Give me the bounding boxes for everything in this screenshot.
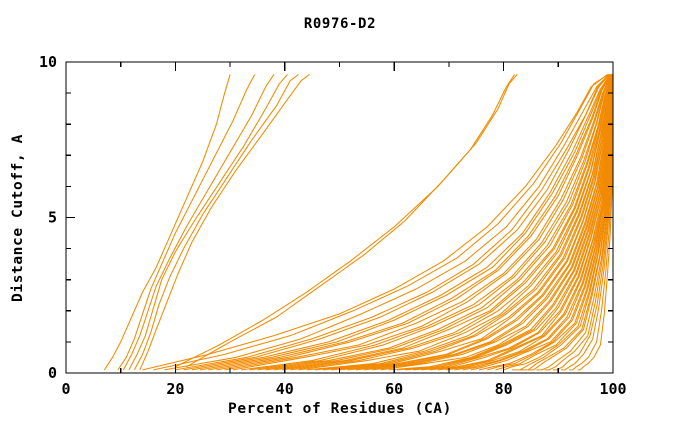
series-line — [347, 74, 613, 371]
series-line — [199, 74, 611, 371]
series-line — [164, 74, 610, 371]
series-line — [396, 74, 613, 371]
series-line — [462, 74, 613, 371]
series-line — [139, 74, 310, 371]
series-line — [103, 74, 231, 371]
series-line — [186, 74, 518, 368]
series-line — [380, 74, 613, 371]
series-line — [191, 74, 611, 371]
series-line — [298, 74, 612, 371]
x-tick-label: 80 — [495, 380, 513, 398]
y-axis-tick-labels: 0 5 10 — [39, 53, 57, 382]
series-line — [429, 74, 613, 371]
series-line — [208, 74, 611, 371]
series-line — [153, 73, 609, 371]
series-line — [216, 74, 612, 371]
series-line — [314, 74, 613, 371]
series-line — [544, 74, 613, 371]
series-line — [331, 74, 613, 371]
x-tick-label: 20 — [166, 380, 184, 398]
series-line — [122, 74, 275, 371]
series-line — [117, 74, 256, 371]
series-line — [142, 74, 608, 371]
x-axis-title: Percent of Residues (CA) — [228, 401, 452, 417]
series-line — [478, 74, 613, 371]
series-line — [240, 74, 612, 371]
series-line — [265, 74, 612, 371]
series-line — [232, 74, 612, 371]
y-axis-title: Distance Cutoff, A — [10, 134, 26, 302]
y-tick-label: 5 — [48, 209, 57, 227]
series-line — [183, 74, 611, 371]
series-line — [446, 74, 613, 371]
series-line — [561, 74, 614, 371]
series-line — [364, 74, 613, 371]
x-tick-label: 0 — [61, 380, 70, 398]
series-line — [175, 74, 515, 368]
series-line — [128, 74, 288, 371]
y-tick-label: 0 — [48, 364, 57, 382]
x-tick-label: 40 — [276, 380, 294, 398]
series-line — [273, 74, 612, 371]
x-tick-label: 100 — [599, 380, 626, 398]
y-tick-label: 10 — [39, 53, 57, 71]
series-line — [224, 74, 612, 371]
series-layer — [103, 73, 614, 371]
series-line — [413, 74, 613, 371]
x-axis-tick-labels: 0 20 40 60 80 100 — [61, 380, 626, 398]
series-line — [528, 74, 613, 371]
series-line — [552, 74, 613, 371]
chart-title: R0976-D2 — [304, 16, 376, 32]
series-line — [249, 74, 612, 371]
series-line — [281, 74, 612, 371]
y-axis-ticks — [66, 61, 613, 374]
series-line — [511, 74, 613, 371]
x-axis-ticks — [65, 62, 614, 373]
series-line — [133, 74, 299, 371]
series-line — [495, 74, 613, 371]
x-tick-label: 60 — [385, 380, 403, 398]
